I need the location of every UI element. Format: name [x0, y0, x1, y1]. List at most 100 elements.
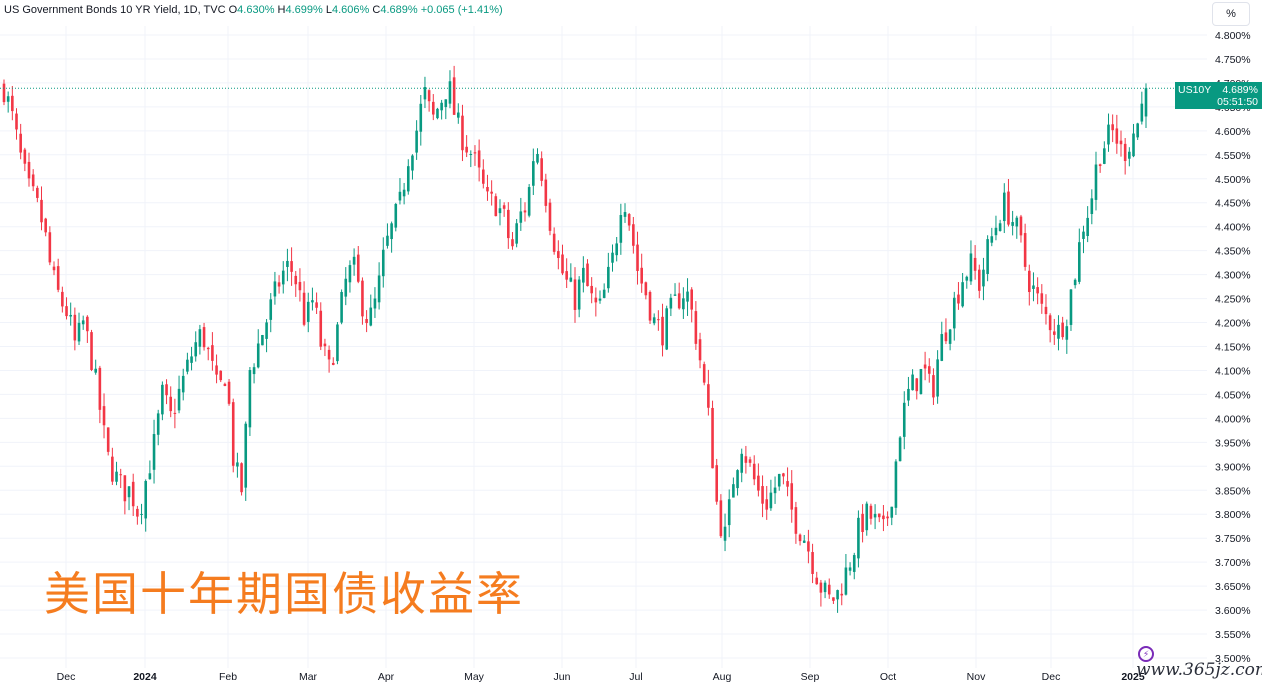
- change-value: +0.065 (+1.41%): [420, 4, 503, 16]
- candle: [519, 197, 523, 231]
- candle: [381, 237, 385, 288]
- candle: [340, 289, 343, 325]
- candle: [827, 578, 831, 599]
- candle: [657, 310, 660, 331]
- y-tick-label: 4.100%: [1215, 365, 1251, 377]
- candle: [511, 232, 514, 250]
- candle: [36, 185, 39, 203]
- candle: [936, 350, 939, 404]
- candle: [1053, 318, 1056, 345]
- high-value: 4.699%: [285, 4, 323, 16]
- candle: [406, 159, 410, 195]
- candle: [486, 174, 489, 201]
- candle: [627, 212, 631, 231]
- candle: [748, 456, 752, 467]
- candle: [265, 319, 268, 353]
- svg-text:4.689%: 4.689%: [1222, 84, 1258, 96]
- percent-scale-button[interactable]: %: [1212, 2, 1250, 26]
- candle: [390, 221, 393, 253]
- y-tick-label: 3.500%: [1215, 653, 1251, 665]
- candle: [240, 462, 243, 496]
- candle: [152, 419, 156, 484]
- candle: [106, 427, 110, 456]
- y-tick-label: 3.800%: [1215, 509, 1251, 521]
- candle: [1115, 114, 1119, 154]
- candle: [444, 99, 448, 120]
- candle: [356, 246, 360, 284]
- candle: [961, 272, 964, 308]
- candle: [561, 244, 564, 276]
- close-value: 4.689%: [380, 4, 418, 16]
- candle: [361, 277, 364, 325]
- candle: [682, 287, 685, 319]
- candle: [640, 253, 643, 293]
- candle: [331, 357, 335, 366]
- candle: [11, 85, 14, 121]
- candle: [302, 281, 306, 327]
- y-tick-label: 4.500%: [1215, 174, 1251, 186]
- candle: [611, 244, 614, 272]
- candle: [15, 108, 18, 140]
- x-tick-label: Sep: [801, 671, 820, 683]
- candle: [490, 180, 493, 206]
- y-tick-label: 4.050%: [1215, 389, 1251, 401]
- candle: [73, 307, 77, 351]
- candle: [952, 291, 956, 341]
- candle: [969, 240, 973, 285]
- candle: [619, 203, 623, 255]
- x-tick-label: Dec: [1042, 671, 1061, 683]
- candle: [211, 332, 214, 371]
- candle: [1136, 122, 1139, 141]
- candle: [823, 580, 827, 599]
- candle: [119, 468, 123, 489]
- candle: [377, 262, 381, 310]
- candle: [502, 202, 506, 217]
- candle: [815, 571, 819, 585]
- candle: [607, 252, 610, 293]
- y-tick-label: 3.600%: [1215, 605, 1251, 617]
- candle: [765, 485, 769, 520]
- candle: [594, 287, 598, 317]
- candle: [1094, 151, 1098, 211]
- candle: [882, 505, 885, 532]
- candle: [873, 504, 877, 530]
- candle: [736, 469, 739, 496]
- candle: [319, 302, 323, 351]
- candle: [532, 148, 535, 196]
- candle: [994, 215, 998, 241]
- candle: [648, 290, 652, 325]
- candle: [702, 361, 706, 386]
- candle: [323, 338, 327, 357]
- candle: [1103, 141, 1106, 165]
- candle: [298, 268, 302, 302]
- x-tick-label: Feb: [219, 671, 237, 683]
- candle: [869, 503, 873, 525]
- candle: [907, 376, 910, 407]
- candle: [456, 103, 460, 124]
- candle: [998, 219, 1002, 232]
- candle: [231, 398, 235, 473]
- x-tick-label: Mar: [299, 671, 318, 683]
- y-tick-label: 4.750%: [1215, 54, 1251, 66]
- candle: [111, 447, 114, 485]
- candle: [98, 365, 102, 424]
- candle: [206, 346, 210, 361]
- candle: [769, 479, 773, 511]
- candle: [1015, 215, 1019, 239]
- candle: [507, 202, 510, 249]
- candle: [569, 263, 573, 283]
- candle: [173, 398, 177, 429]
- candle: [123, 475, 127, 515]
- candle: [115, 461, 118, 486]
- candle: [1048, 313, 1052, 343]
- candle: [352, 248, 356, 276]
- candle: [686, 278, 689, 316]
- candle: [544, 173, 548, 213]
- candle: [190, 346, 193, 371]
- candle: [661, 303, 664, 357]
- candle: [427, 89, 431, 112]
- candle: [1098, 163, 1102, 173]
- candle: [144, 479, 148, 532]
- candle: [1082, 225, 1085, 254]
